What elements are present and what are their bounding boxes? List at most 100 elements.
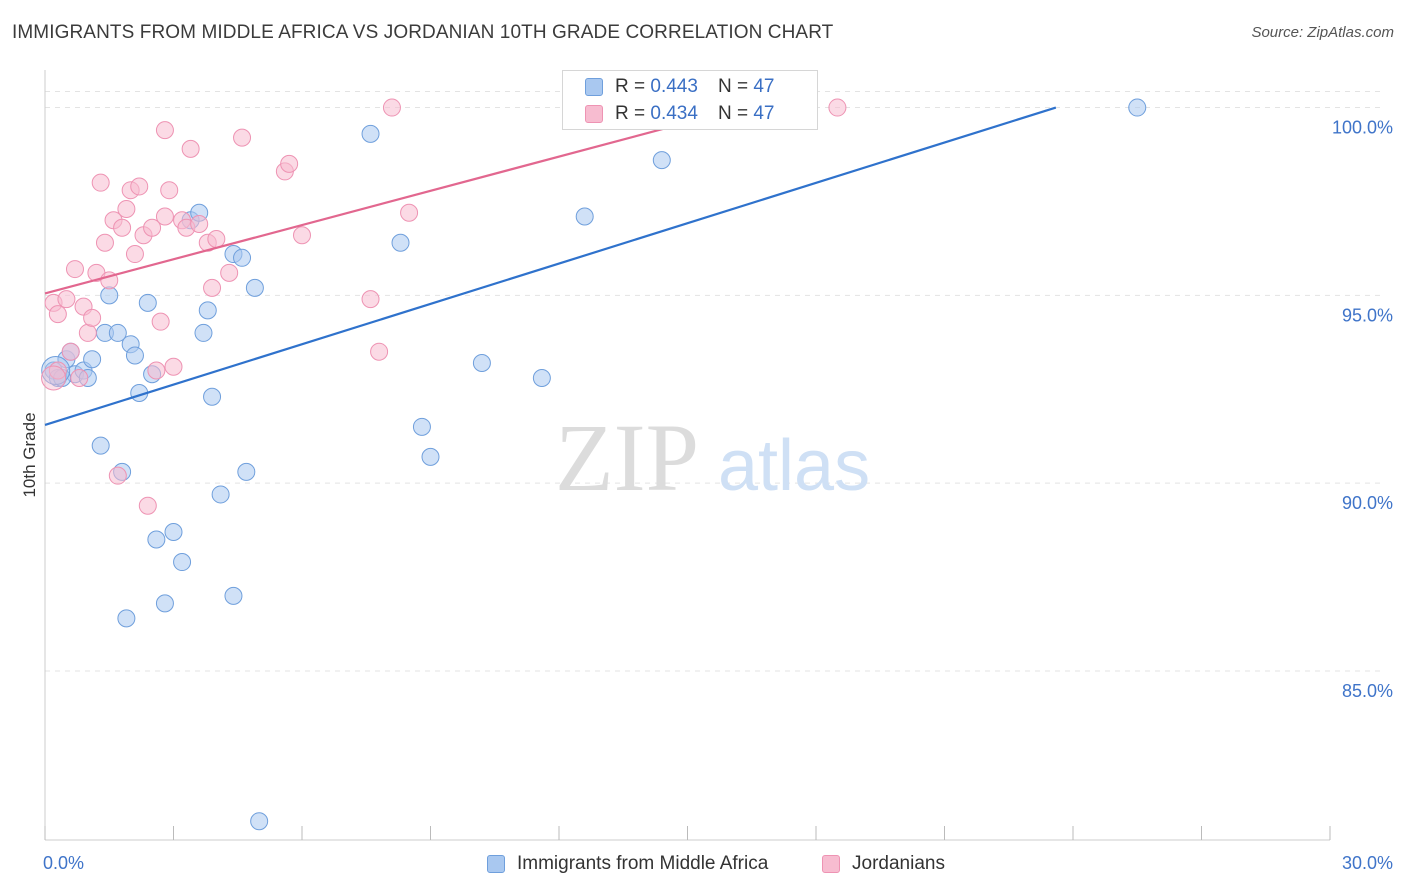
- data-point-middle-africa: [83, 350, 102, 369]
- source-label: Source: ZipAtlas.com: [1251, 24, 1394, 41]
- data-point-middle-africa: [173, 553, 192, 572]
- data-point-middle-africa: [117, 609, 136, 628]
- data-point-jordanians: [125, 245, 144, 264]
- data-point-jordanians: [108, 466, 127, 485]
- bottom-legend-label: Immigrants from Middle Africa: [517, 853, 769, 874]
- data-point-jordanians: [400, 203, 419, 222]
- data-point-jordanians: [220, 263, 239, 282]
- legend-swatch-pink: [585, 105, 603, 123]
- data-point-middle-africa: [91, 436, 110, 455]
- data-point-middle-africa: [147, 530, 166, 549]
- data-point-middle-africa: [1128, 98, 1147, 117]
- legend-r-label: R =: [615, 76, 646, 97]
- data-point-middle-africa: [194, 323, 213, 342]
- bottom-legend-jordanians: Jordanians: [822, 851, 945, 877]
- data-point-middle-africa: [138, 293, 157, 312]
- data-point-middle-africa: [391, 233, 410, 252]
- watermark-atlas: atlas: [718, 426, 870, 506]
- data-point-middle-africa: [575, 207, 594, 226]
- data-point-jordanians: [293, 226, 311, 245]
- legend-row-jordanians: R = 0.434 N = 47: [585, 101, 774, 127]
- data-point-jordanians: [382, 98, 401, 117]
- data-point-middle-africa: [361, 124, 380, 143]
- data-point-jordanians: [164, 357, 183, 376]
- data-point-jordanians: [233, 128, 252, 147]
- bottom-legend-label: Jordanians: [852, 853, 945, 874]
- legend-n-value: 47: [753, 103, 775, 124]
- y-axis-label: 10th Grade: [20, 412, 39, 498]
- data-point-jordanians: [828, 98, 847, 117]
- data-point-jordanians: [61, 342, 80, 361]
- y-tick-label: 90.0%: [1342, 493, 1393, 513]
- data-point-jordanians: [130, 177, 149, 196]
- legend-r-label: R =: [615, 103, 646, 124]
- data-point-jordanians: [48, 305, 67, 324]
- data-point-middle-africa: [211, 485, 230, 504]
- data-point-middle-africa: [155, 594, 174, 613]
- legend-row-middle-africa: R = 0.443 N = 47: [585, 74, 774, 100]
- bottom-legend-swatch-blue: [487, 855, 505, 873]
- data-point-jordanians: [83, 308, 102, 327]
- data-point-jordanians: [370, 342, 389, 361]
- chart-title: IMMIGRANTS FROM MIDDLE AFRICA VS JORDANI…: [12, 22, 834, 43]
- data-point-middle-africa: [532, 369, 551, 387]
- data-point-jordanians: [117, 199, 136, 218]
- data-point-middle-africa: [224, 586, 243, 605]
- data-point-jordanians: [91, 173, 110, 192]
- y-tick-label: 85.0%: [1342, 681, 1393, 701]
- legend-n-value: 47: [753, 76, 775, 97]
- trendline-middle-africa: [44, 106, 1057, 427]
- data-point-middle-africa: [108, 323, 127, 342]
- data-point-middle-africa: [198, 301, 217, 320]
- data-point-middle-africa: [472, 353, 491, 372]
- data-point-jordanians: [190, 215, 209, 233]
- data-point-jordanians: [160, 181, 179, 200]
- data-point-middle-africa: [164, 523, 183, 541]
- data-point-middle-africa: [203, 387, 222, 406]
- tick-labels: 100.0% 95.0% 90.0% 85.0% 0.0% 30.0%: [43, 118, 1393, 873]
- data-point-jordanians: [143, 218, 162, 237]
- data-point-middle-africa: [245, 278, 264, 297]
- bottom-legend-middle-africa: Immigrants from Middle Africa: [487, 851, 768, 877]
- data-point-middle-africa: [412, 417, 431, 436]
- data-point-jordanians: [70, 369, 89, 387]
- data-point-middle-africa: [250, 812, 269, 831]
- data-point-jordanians: [57, 290, 76, 309]
- data-point-middle-africa: [233, 248, 252, 267]
- trendline-jordanians: [44, 106, 744, 295]
- data-point-middle-africa: [652, 151, 671, 170]
- data-point-jordanians: [181, 139, 200, 158]
- data-point-middle-africa: [100, 286, 119, 305]
- data-point-jordanians: [147, 361, 166, 380]
- data-point-middle-africa: [421, 447, 440, 466]
- y-tick-label: 95.0%: [1342, 305, 1393, 325]
- data-point-jordanians: [113, 218, 132, 237]
- legend-r-value: 0.434: [650, 103, 698, 124]
- data-point-jordanians: [151, 312, 170, 331]
- legend-swatch-blue: [585, 78, 603, 96]
- x-tick-label: 0.0%: [43, 853, 84, 873]
- data-point-jordanians: [41, 365, 67, 391]
- data-point-jordanians: [203, 278, 222, 297]
- y-tick-label: 100.0%: [1332, 118, 1393, 138]
- data-point-middle-africa: [237, 462, 256, 481]
- data-point-jordanians: [207, 230, 226, 249]
- legend-r-value: 0.443: [650, 76, 698, 97]
- data-point-jordanians: [78, 323, 97, 342]
- data-point-jordanians: [361, 290, 380, 309]
- legend-n-label: N =: [717, 76, 749, 97]
- data-point-jordanians: [280, 154, 299, 173]
- data-point-jordanians: [138, 496, 157, 515]
- bottom-legend-swatch-pink: [822, 855, 840, 873]
- legend-n-label: N =: [717, 103, 749, 124]
- correlation-legend: R = 0.443 N = 47 R = 0.434 N = 47: [562, 70, 818, 130]
- data-point-jordanians: [155, 121, 174, 140]
- watermark-zip: ZIP: [555, 404, 699, 511]
- trendlines: [44, 106, 1057, 427]
- data-point-jordanians: [95, 233, 114, 252]
- axes: [44, 70, 1331, 841]
- data-point-jordanians: [65, 260, 84, 279]
- grid-lines: [45, 91, 1380, 672]
- data-point-jordanians: [155, 207, 174, 226]
